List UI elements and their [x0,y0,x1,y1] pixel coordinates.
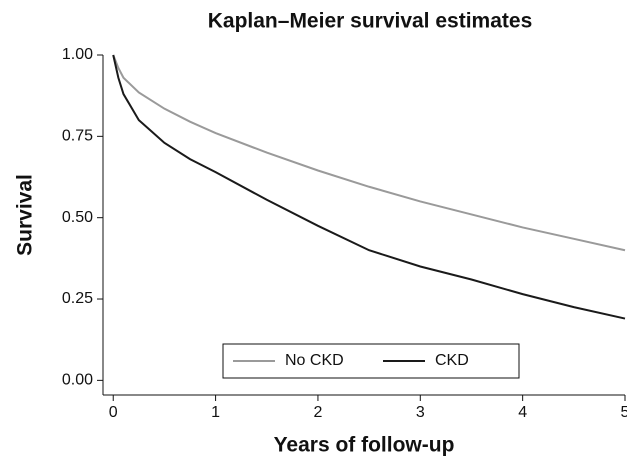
x-tick-label: 2 [313,404,322,421]
survival-line [112,54,626,252]
y-axis-label: Survival [14,174,37,256]
y-tick-label: 0.00 [62,372,93,389]
x-tick-label: 3 [416,404,425,421]
y-tick-label: 0.25 [62,290,93,307]
y-tick-label: 0.50 [62,209,93,226]
x-tick-label: 1 [211,404,220,421]
survival-line [112,54,626,320]
x-tick-label: 4 [518,404,527,421]
x-axis-label: Years of follow-up [274,434,455,457]
y-tick-label: 0.75 [62,128,93,145]
x-tick-label: 0 [109,404,118,421]
x-tick-label: 5 [621,404,627,421]
legend-label: No CKD [285,352,344,369]
y-tick-label: 1.00 [62,46,93,63]
legend-label: CKD [435,352,469,369]
chart-title: Kaplan–Meier survival estimates [208,10,533,33]
